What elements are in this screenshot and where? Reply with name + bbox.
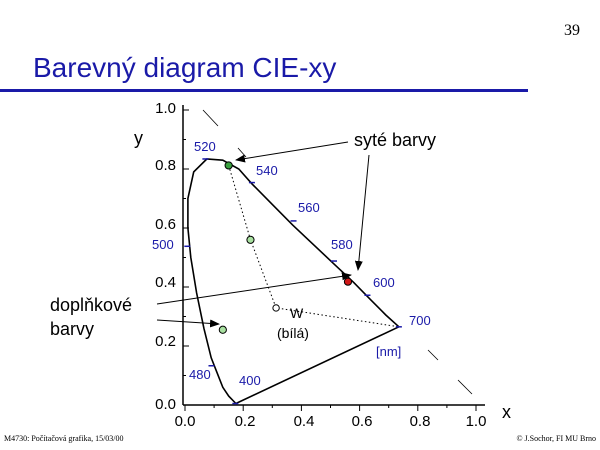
color-points [218, 161, 353, 334]
axis-ticks [183, 109, 477, 411]
y-tick-label: 1.0 [155, 100, 176, 117]
x-tick-label: 0.6 [352, 413, 373, 430]
arrow-complementary-green [156, 319, 220, 328]
point-saturated [224, 161, 233, 170]
purple-line [235, 326, 400, 405]
arrow-saturated-green [235, 141, 349, 163]
wavelength-label-400: 400 [239, 373, 261, 388]
slide-title: Barevný diagram CIE-xy [33, 52, 337, 83]
point-complement [218, 325, 227, 334]
x-tick-label: 0.0 [175, 413, 196, 430]
wavelength-unit: [nm] [376, 344, 401, 359]
page-number: 39 [564, 22, 580, 39]
saturated-colors-label: syté barvy [354, 130, 436, 150]
wavelength-label-600: 600 [373, 275, 395, 290]
y-tick-label: 0.4 [155, 274, 176, 291]
complementary-dotted-line [228, 165, 399, 328]
wavelength-label-700: 700 [409, 313, 431, 328]
wavelength-label-540: 540 [256, 163, 278, 178]
y-tick-label: 0.8 [155, 157, 176, 174]
wavelength-label-500: 500 [152, 237, 174, 252]
point-white [272, 304, 280, 312]
white-point-sublabel: (bílá) [277, 325, 309, 341]
footer-course: M4730: Počítačová grafika, 15/03/00 [4, 434, 124, 443]
y-tick-label: 0.6 [155, 216, 176, 233]
point-red [343, 277, 353, 286]
x-tick-label: 0.2 [235, 413, 256, 430]
spectral-locus [187, 158, 400, 405]
wavelength-label-480: 480 [189, 367, 211, 382]
y-tick-label: 0.2 [155, 333, 176, 350]
annotation-arrows [156, 141, 370, 328]
wavelength-label-560: 560 [298, 200, 320, 215]
x-tick-label: 1.0 [466, 413, 487, 430]
complementary-colors-label-line1: doplňkové [50, 295, 132, 315]
x-axis-label: x [502, 402, 511, 422]
white-point-label: W [290, 305, 304, 321]
y-tick-label: 0.0 [155, 396, 176, 413]
x-tick-label: 0.4 [294, 413, 315, 430]
arrow-complementary-red [156, 272, 352, 305]
arrow-saturated-red [354, 154, 370, 271]
footer-copyright: © J.Sochor, FI MU Brno [516, 434, 596, 443]
complementary-colors-label-line2: barvy [50, 319, 94, 339]
diagonal-reference [202, 109, 473, 395]
title-rule [0, 89, 528, 92]
point-mid [246, 235, 255, 244]
wavelength-ticks [184, 158, 402, 405]
x-tick-label: 0.8 [410, 413, 431, 430]
wavelength-label-520: 520 [194, 139, 216, 154]
wavelength-label-580: 580 [331, 237, 353, 252]
y-axis-label: y [134, 128, 143, 148]
